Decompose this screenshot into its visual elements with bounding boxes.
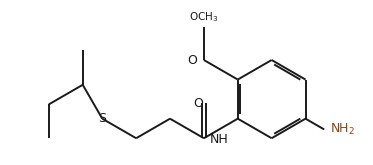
Text: OCH$_3$: OCH$_3$ [189,10,219,24]
Text: O: O [187,53,197,66]
Text: O: O [193,97,203,110]
Text: S: S [98,112,106,125]
Text: NH$_2$: NH$_2$ [330,122,355,137]
Text: NH: NH [210,133,228,146]
